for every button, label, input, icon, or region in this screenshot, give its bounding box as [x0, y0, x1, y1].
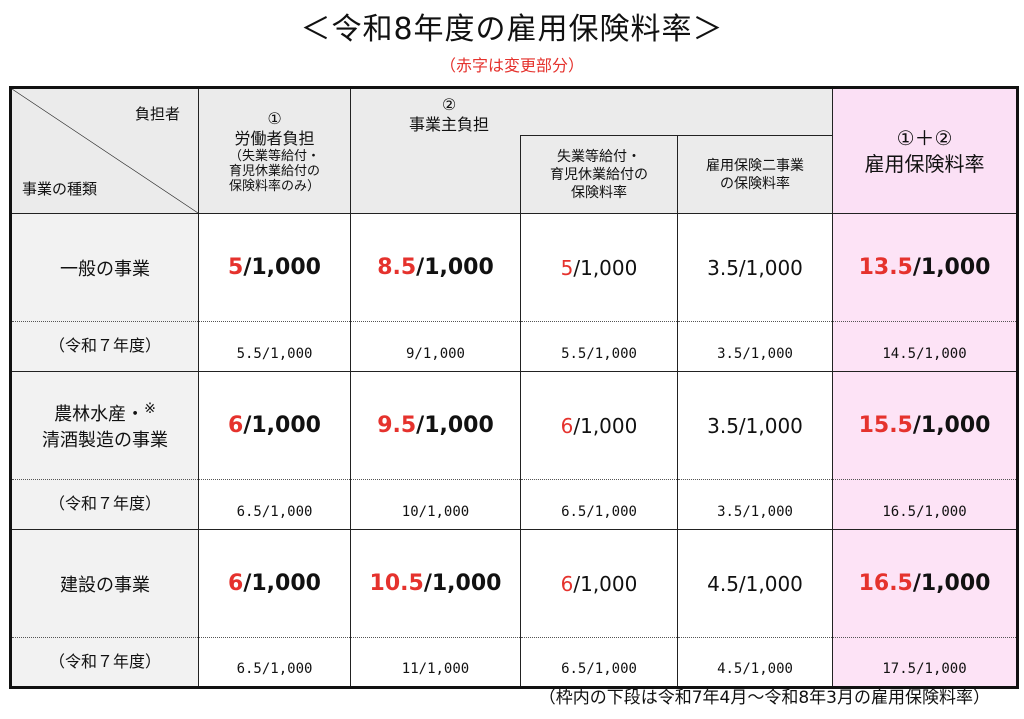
- two-projects-rate: 3.5/1,000: [676, 213, 834, 322]
- unemp-header-2: 育児休業給付の: [550, 166, 648, 183]
- prev-employer-rate: 11/1,000: [350, 637, 521, 688]
- total-rate: 13.5/1,000: [832, 213, 1019, 322]
- row-label-line-1: 農林水産・: [54, 403, 145, 425]
- employer-rate: 10.5/1,000: [350, 529, 521, 638]
- employer-header-spacer: [350, 135, 521, 214]
- prev-employer-rate: 10/1,000: [350, 479, 521, 530]
- prev-total-rate: 14.5/1,000: [832, 321, 1019, 372]
- employer-number: ②: [441, 95, 457, 114]
- worker-rate: 6/1,000: [198, 371, 351, 480]
- table-row: （令和７年度） 6.5/1,000 11/1,000 6.5/1,000 4.5…: [10, 637, 1019, 688]
- table-row: 建設の事業 6/1,000 10.5/1,000 6/1,000 4.5/1,0…: [10, 529, 1019, 638]
- prev-worker-rate: 6.5/1,000: [198, 479, 351, 530]
- prev-year-label: （令和７年度）: [10, 479, 199, 530]
- employer-title: 事業主負担: [409, 115, 490, 134]
- burden-label: 負担者: [134, 105, 180, 123]
- row-label: 農林水産・※ 清酒製造の事業: [10, 371, 199, 480]
- unemp-header-3: 保険料率: [571, 184, 627, 201]
- employer-rate: 8.5/1,000: [350, 213, 521, 322]
- business-kind-label: 事業の種類: [22, 180, 98, 198]
- worker-note-3: 保険料率のみ）: [228, 178, 320, 194]
- worker-note-1: （失業等給付・: [228, 148, 320, 164]
- table-footnote: （枠内の下段は令和7年4月～令和8年3月の雇用保険料率）: [538, 688, 990, 708]
- page-subtitle: （赤字は変更部分）: [439, 56, 584, 75]
- row-label-line-2: 清酒製造の事業: [42, 429, 168, 451]
- employer-rate: 9.5/1,000: [350, 371, 521, 480]
- corner-header: 負担者 事業の種類: [10, 87, 199, 214]
- total-header: ①＋② 雇用保険料率: [832, 87, 1019, 214]
- two-projects-rate: 3.5/1,000: [676, 371, 834, 480]
- unemployment-rate: 5/1,000: [520, 213, 678, 322]
- prev-unemployment-rate: 5.5/1,000: [520, 321, 678, 372]
- unemployment-rate: 6/1,000: [520, 371, 678, 480]
- worker-number: ①: [267, 108, 282, 128]
- prev-total-rate: 17.5/1,000: [832, 637, 1019, 688]
- prev-total-rate: 16.5/1,000: [832, 479, 1019, 530]
- total-rate: 15.5/1,000: [832, 371, 1019, 480]
- total-number: ①＋②: [896, 126, 953, 150]
- insurance-rate-table: 負担者 事業の種類 ① 労働者負担 （失業等給付・ 育児休業給付の 保険料率のみ…: [9, 86, 1020, 689]
- prev-employer-rate: 9/1,000: [350, 321, 521, 372]
- worker-note-2: 育児休業給付の: [228, 163, 320, 179]
- table-row: 一般の事業 5/1,000 8.5/1,000 5/1,000 3.5/1,00…: [10, 213, 1019, 322]
- prev-unemployment-rate: 6.5/1,000: [520, 479, 678, 530]
- page-title: ＜令和8年度の雇用保険料率＞: [300, 12, 724, 47]
- employer-unemployment-header: 失業等給付・ 育児休業給付の 保険料率: [520, 135, 678, 214]
- worker-rate: 6/1,000: [198, 529, 351, 638]
- table-row: （令和７年度） 5.5/1,000 9/1,000 5.5/1,000 3.5/…: [10, 321, 1019, 372]
- two-projects-header-2: の保険料率: [720, 175, 791, 192]
- two-projects-header-1: 雇用保険二事業: [706, 157, 805, 174]
- prev-worker-rate: 5.5/1,000: [198, 321, 351, 372]
- employer-two-projects-header: 雇用保険二事業 の保険料率: [676, 135, 834, 214]
- worker-header: ① 労働者負担 （失業等給付・ 育児休業給付の 保険料率のみ）: [198, 87, 351, 214]
- prev-two-projects-rate: 3.5/1,000: [676, 479, 834, 530]
- prev-worker-rate: 6.5/1,000: [198, 637, 351, 688]
- row-label: 一般の事業: [10, 213, 199, 322]
- total-rate: 16.5/1,000: [832, 529, 1019, 638]
- row-label: 建設の事業: [10, 529, 199, 638]
- unemp-header-1: 失業等給付・: [557, 148, 641, 165]
- prev-two-projects-rate: 3.5/1,000: [676, 321, 834, 372]
- employer-header: ② 事業主負担: [349, 87, 834, 136]
- diagonal-divider: [12, 89, 198, 213]
- table-row: （令和７年度） 6.5/1,000 10/1,000 6.5/1,000 3.5…: [10, 479, 1019, 530]
- worker-title: 労働者負担: [234, 128, 315, 148]
- table-row: 農林水産・※ 清酒製造の事業 6/1,000 9.5/1,000 6/1,000…: [10, 371, 1019, 480]
- prev-year-label: （令和７年度）: [10, 637, 199, 688]
- note-mark: ※: [144, 400, 156, 417]
- prev-unemployment-rate: 6.5/1,000: [520, 637, 678, 688]
- two-projects-rate: 4.5/1,000: [676, 529, 834, 638]
- prev-year-label: （令和７年度）: [10, 321, 199, 372]
- unemployment-rate: 6/1,000: [520, 529, 678, 638]
- prev-two-projects-rate: 4.5/1,000: [676, 637, 834, 688]
- total-title: 雇用保険料率: [864, 152, 985, 176]
- worker-rate: 5/1,000: [198, 213, 351, 322]
